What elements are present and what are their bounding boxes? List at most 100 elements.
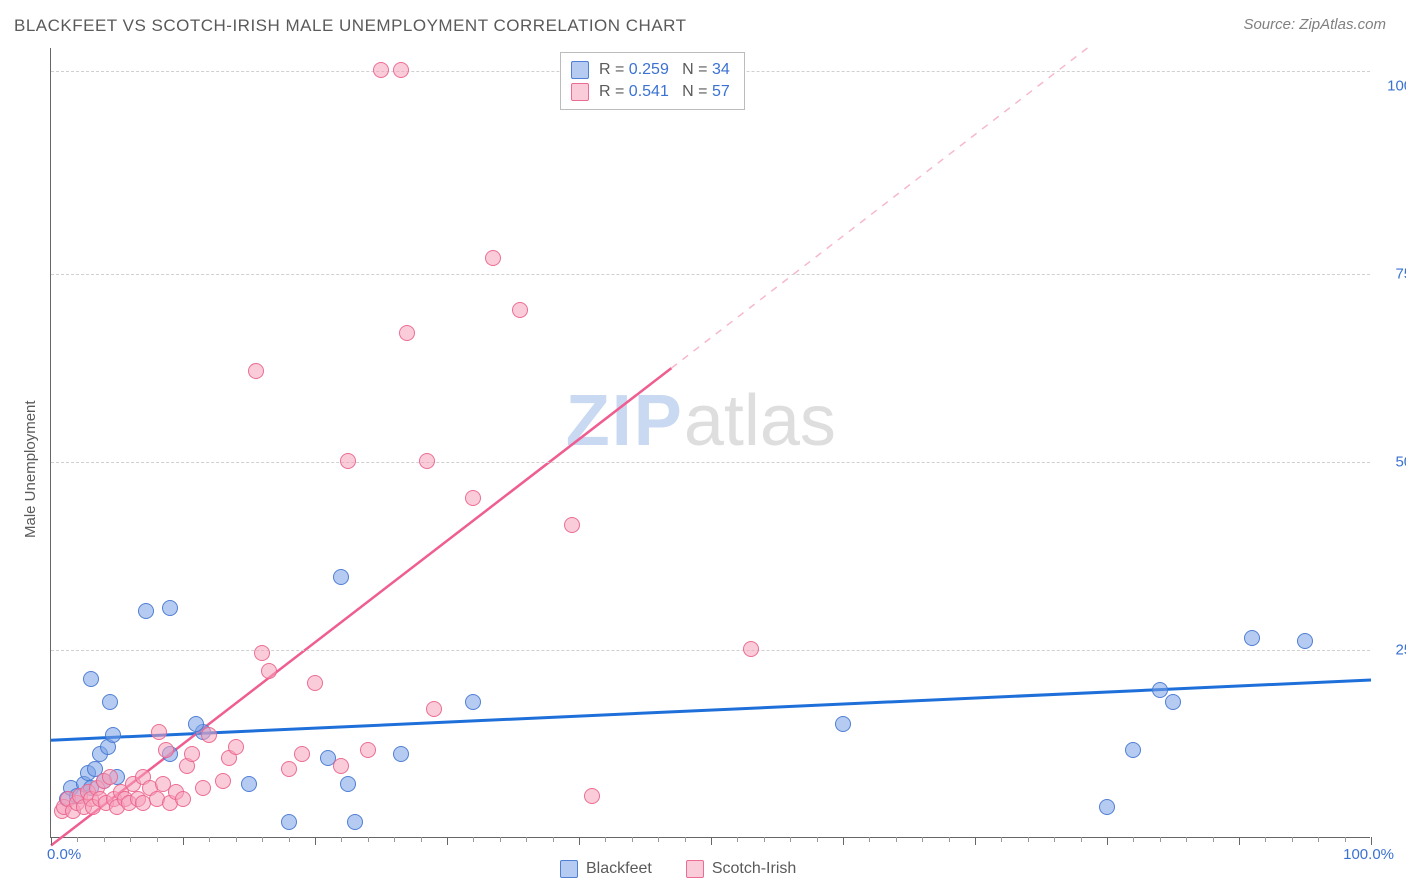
scatter-point [158,742,174,758]
x-minor-tick [1054,837,1055,842]
scatter-point [241,776,257,792]
scatter-point [102,769,118,785]
scatter-point [281,761,297,777]
x-minor-tick [632,837,633,842]
y-tick-label: 100.0% [1387,77,1406,94]
scatter-point [360,742,376,758]
stats-legend-row: R = 0.541 N = 57 [571,81,730,103]
scatter-point [419,453,435,469]
x-minor-tick [1292,837,1293,842]
scatter-point [1165,694,1181,710]
scatter-point [393,62,409,78]
stats-legend: R = 0.259 N = 34 R = 0.541 N = 57 [560,52,745,110]
x-minor-tick [526,837,527,842]
chart-title: BLACKFEET VS SCOTCH-IRISH MALE UNEMPLOYM… [14,16,687,36]
x-minor-tick [130,837,131,842]
scatter-point [105,727,121,743]
x-minor-tick [262,837,263,842]
x-minor-tick [896,837,897,842]
x-minor-tick [341,837,342,842]
x-minor-tick [790,837,791,842]
x-minor-tick [368,837,369,842]
x-minor-tick [1265,837,1266,842]
legend-item: Scotch-Irish [686,860,796,878]
scatter-point [564,517,580,533]
scatter-point [465,490,481,506]
y-axis-label: Male Unemployment [22,400,39,538]
legend-item: Blackfeet [560,860,652,878]
scatter-point [195,780,211,796]
watermark: ZIPatlas [566,380,836,462]
x-major-tick [1239,837,1240,845]
scatter-point [294,746,310,762]
x-minor-tick [500,837,501,842]
gridline [51,274,1370,275]
scatter-point [340,776,356,792]
trend-lines [51,48,1371,838]
legend-label: Blackfeet [586,860,652,878]
scatter-point [333,569,349,585]
scatter-point [373,62,389,78]
scatter-point [1244,630,1260,646]
x-minor-tick [104,837,105,842]
series-legend: Blackfeet Scotch-Irish [560,860,820,878]
scatter-point [1297,633,1313,649]
x-minor-tick [289,837,290,842]
scatter-point [835,716,851,732]
legend-swatch [571,61,589,79]
x-minor-tick [922,837,923,842]
x-minor-tick [685,837,686,842]
x-major-tick [1371,837,1372,845]
scatter-point [228,739,244,755]
x-major-tick [183,837,184,845]
scatter-point [426,701,442,717]
scatter-point [162,600,178,616]
x-major-tick [843,837,844,845]
scatter-point [102,694,118,710]
x-minor-tick [394,837,395,842]
x-tick-label: 0.0% [47,846,81,863]
x-minor-tick [209,837,210,842]
x-minor-tick [1318,837,1319,842]
x-minor-tick [1133,837,1134,842]
stats-legend-row: R = 0.259 N = 34 [571,59,730,81]
scatter-point [201,727,217,743]
source-label: Source: ZipAtlas.com [1243,16,1386,33]
x-minor-tick [553,837,554,842]
scatter-point [261,663,277,679]
scatter-point [399,325,415,341]
scatter-point [512,302,528,318]
scatter-point [465,694,481,710]
scatter-point [340,453,356,469]
x-minor-tick [737,837,738,842]
legend-swatch [686,860,704,878]
y-tick-label: 25.0% [1395,641,1406,658]
x-minor-tick [1001,837,1002,842]
scatter-point [184,746,200,762]
x-major-tick [1107,837,1108,845]
legend-swatch [560,860,578,878]
scatter-point [254,645,270,661]
gridline [51,650,1370,651]
x-minor-tick [77,837,78,842]
y-tick-label: 50.0% [1395,453,1406,470]
scatter-plot: ZIPatlas 25.0%50.0%75.0%100.0%0.0%100.0% [50,48,1370,838]
scatter-point [743,641,759,657]
gridline [51,462,1370,463]
stats-text: R = 0.541 N = 57 [599,83,730,101]
x-major-tick [579,837,580,845]
x-minor-tick [1160,837,1161,842]
scatter-point [248,363,264,379]
x-minor-tick [949,837,950,842]
x-minor-tick [421,837,422,842]
scatter-point [138,603,154,619]
x-minor-tick [817,837,818,842]
scatter-point [1099,799,1115,815]
scatter-point [584,788,600,804]
x-minor-tick [1028,837,1029,842]
x-major-tick [447,837,448,845]
x-minor-tick [1345,837,1346,842]
x-minor-tick [764,837,765,842]
x-minor-tick [658,837,659,842]
legend-label: Scotch-Irish [712,860,796,878]
